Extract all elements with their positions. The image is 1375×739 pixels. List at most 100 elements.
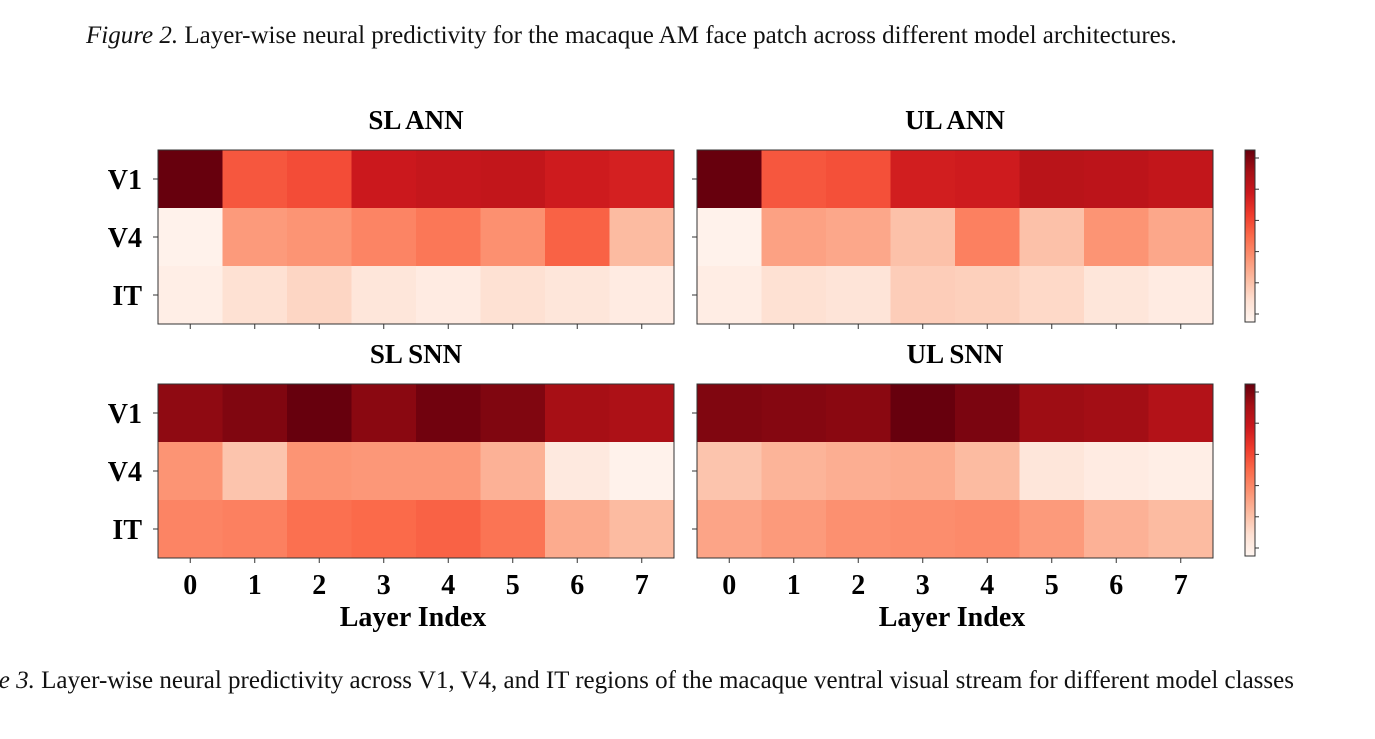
heatmap-cell (480, 208, 546, 267)
heatmap-cell (158, 208, 223, 267)
figure-3-label: re 3. (0, 667, 35, 694)
heatmap-cell (287, 442, 352, 501)
x-axis-label: Layer Index (879, 602, 1026, 633)
x-tick-label: 4 (980, 570, 994, 601)
heatmap-cell (416, 442, 481, 501)
heatmap-cell (1148, 208, 1214, 267)
heatmap-cell (222, 266, 288, 325)
heatmap-cell (826, 266, 891, 325)
heatmap-cell (697, 208, 762, 267)
heatmap-cell (351, 384, 417, 443)
figure-2-caption: Figure 2. Layer-wise neural predictivity… (86, 22, 1177, 50)
heatmap-cell (890, 150, 956, 209)
x-tick-label: 0 (183, 570, 197, 601)
heatmap-cell (1084, 150, 1149, 209)
colorbar (1244, 149, 1259, 323)
heatmap-cell (826, 442, 891, 501)
x-tick-label: 5 (506, 570, 520, 601)
heatmap-cell (480, 150, 546, 209)
heatmap-cell (761, 208, 827, 267)
heatmap-cell (1148, 384, 1214, 443)
heatmap-cell (890, 442, 956, 501)
heatmap-cell (222, 150, 288, 209)
heatmap-cell (761, 442, 827, 501)
heatmap-cell (1148, 500, 1214, 559)
heatmap-cell (1019, 266, 1085, 325)
heatmap-cell (1019, 208, 1085, 267)
heatmap-panel: SL SNN V1 V4 IT 0 1 2 3 4 5 6 7 Layer Index (108, 339, 675, 633)
x-tick-label: 3 (377, 570, 391, 601)
x-tick-label: 0 (722, 570, 736, 601)
x-tick-label: 7 (1174, 570, 1188, 601)
heatmap-cell (416, 500, 481, 559)
heatmap-cell (761, 150, 827, 209)
heatmap-cell (545, 208, 610, 267)
heatmap-panel: SL ANN V1 V4 IT (108, 105, 675, 329)
heatmap-cell (1084, 384, 1149, 443)
heatmap-cell (416, 266, 481, 325)
heatmap-cell (287, 266, 352, 325)
figure-3-caption: re 3. Layer-wise neural predictivity acr… (0, 667, 1294, 695)
x-tick-label: 6 (570, 570, 584, 601)
heatmap-panel: UL SNN 0 1 2 3 4 5 6 7 Layer Index (692, 339, 1214, 633)
colorbar (1244, 383, 1259, 557)
panel-title: SL SNN (370, 339, 463, 369)
heatmap-cell (697, 500, 762, 559)
heatmap-cell (826, 384, 891, 443)
heatmap-cell (1084, 500, 1149, 559)
heatmap-cell (158, 266, 223, 325)
heatmap-cell (416, 208, 481, 267)
heatmap-cell (955, 384, 1020, 443)
heatmap-cell (890, 266, 956, 325)
colorbar-gradient (1244, 149, 1256, 323)
heatmap-cell (545, 500, 610, 559)
heatmap-cell (416, 384, 481, 443)
heatmap-cell (351, 442, 417, 501)
heatmap-cell (826, 500, 891, 559)
heatmap-cell (955, 500, 1020, 559)
heatmap-cell (761, 500, 827, 559)
heatmap-cell (955, 266, 1020, 325)
heatmap-cell (222, 500, 288, 559)
x-tick-label: 5 (1045, 570, 1059, 601)
x-tick-label: 7 (635, 570, 649, 601)
panel-title: SL ANN (368, 105, 464, 135)
heatmap-cell (955, 150, 1020, 209)
heatmap-cell (158, 442, 223, 501)
heatmap-cell (351, 266, 417, 325)
y-tick-label: V4 (108, 457, 142, 488)
heatmap-cell (609, 208, 675, 267)
y-tick-label: V4 (108, 223, 142, 254)
heatmap-cell (609, 150, 675, 209)
heatmap-cell (158, 150, 223, 209)
heatmap-cell (1019, 442, 1085, 501)
heatmap-cell (761, 384, 827, 443)
heatmap-cell (287, 384, 352, 443)
heatmap-cell (697, 442, 762, 501)
heatmap-cell (1084, 442, 1149, 501)
heatmap-cell (761, 266, 827, 325)
heatmap-panel: UL ANN (692, 105, 1214, 329)
figure-2-label: Figure 2. (86, 22, 179, 49)
heatmap-cell (955, 442, 1020, 501)
x-tick-label: 2 (312, 570, 326, 601)
heatmap-cell (158, 384, 223, 443)
heatmap-cell (609, 500, 675, 559)
x-tick-label: 6 (1109, 570, 1123, 601)
y-tick-label: V1 (108, 165, 142, 196)
heatmap-cell (480, 266, 546, 325)
heatmap-cell (1019, 500, 1085, 559)
heatmap-cell (890, 384, 956, 443)
heatmap-cell (697, 384, 762, 443)
heatmap-cell (1019, 150, 1085, 209)
heatmap-cell (1084, 266, 1149, 325)
heatmap-cell (222, 442, 288, 501)
heatmap-cell (480, 384, 546, 443)
heatmap-cell (222, 208, 288, 267)
heatmap-cell (222, 384, 288, 443)
heatmap-cell (826, 208, 891, 267)
heatmap-cell (545, 384, 610, 443)
heatmap-cell (1019, 384, 1085, 443)
heatmap-cell (351, 150, 417, 209)
